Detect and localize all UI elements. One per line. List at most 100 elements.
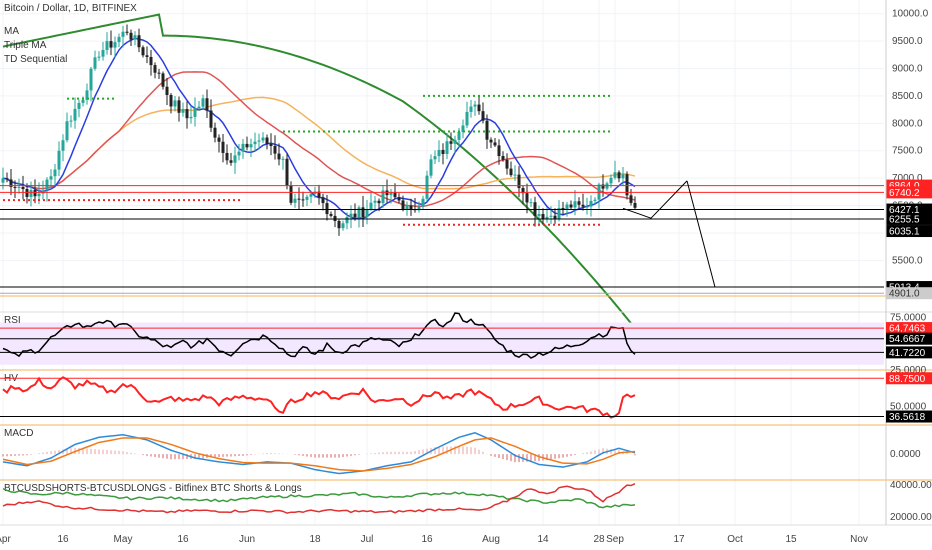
candle-body xyxy=(513,174,517,176)
time-tick: 16 xyxy=(421,534,433,545)
candle-body xyxy=(281,158,285,160)
candle-body xyxy=(241,143,245,152)
price-tag-bg xyxy=(886,212,932,225)
candle-body xyxy=(373,200,377,203)
candle-body xyxy=(181,109,185,113)
candle-body xyxy=(121,31,125,37)
candle-body xyxy=(189,116,193,119)
study-ma: MA xyxy=(4,26,19,37)
candle-body xyxy=(493,142,497,146)
candle-body xyxy=(301,199,305,201)
candle-body xyxy=(405,205,409,210)
macd-signal-line xyxy=(2,437,636,472)
candle-body xyxy=(25,189,29,197)
candle-body xyxy=(213,127,217,138)
candle-body xyxy=(117,36,121,43)
candle-body xyxy=(129,32,133,40)
candle-body xyxy=(65,121,69,141)
candle-body xyxy=(509,168,513,176)
candle-body xyxy=(589,200,593,207)
shorts-line xyxy=(2,488,636,509)
candle-body xyxy=(17,187,21,189)
candle-body xyxy=(421,198,425,207)
candle-body xyxy=(305,196,309,200)
candle-body xyxy=(441,149,445,154)
candle-body xyxy=(197,106,201,109)
candle-body xyxy=(557,207,561,219)
shorts-longs-pane: BTCUSDSHORTS-BTCUSDLONGS - Bitfinex BTC … xyxy=(2,482,636,514)
projection-arrow xyxy=(686,180,716,288)
candle-body xyxy=(133,35,137,40)
candle-body xyxy=(469,106,473,112)
candle-body xyxy=(445,141,449,154)
candle-body xyxy=(57,150,61,170)
candle-body xyxy=(93,57,97,69)
price-tick: 8500.0 xyxy=(892,91,923,102)
candle-body xyxy=(49,176,53,180)
candle-body xyxy=(321,197,325,204)
candle-body xyxy=(229,160,233,163)
candle-body xyxy=(105,41,109,51)
candle-body xyxy=(625,174,629,196)
time-tick: Nov xyxy=(850,534,868,545)
candle-body xyxy=(265,137,269,145)
candle-body xyxy=(429,159,433,176)
candle-body xyxy=(545,216,549,220)
price-tag: 6255.5 xyxy=(889,214,920,225)
candle-body xyxy=(537,214,541,217)
time-tick: 16 xyxy=(57,534,69,545)
rsi-tag-bg xyxy=(886,332,932,345)
candle-body xyxy=(137,35,141,48)
candle-body xyxy=(225,152,229,161)
candle-body xyxy=(209,110,213,128)
candle-body xyxy=(13,186,17,188)
candle-body xyxy=(369,202,373,210)
candle-body xyxy=(401,200,405,210)
price-tag-bg xyxy=(886,225,932,238)
candle-body xyxy=(561,207,565,210)
candle-body xyxy=(297,198,301,200)
candle-body xyxy=(9,179,13,187)
candle-body xyxy=(393,191,397,198)
candle-body xyxy=(81,99,85,103)
candle-body xyxy=(497,145,501,156)
candle-body xyxy=(501,155,505,160)
hv-tag: 36.5618 xyxy=(889,412,926,423)
candle-body xyxy=(21,187,25,190)
candle-body xyxy=(113,42,117,48)
candle-body xyxy=(541,214,545,220)
price-tag: 6035.1 xyxy=(889,227,920,238)
price-tag: 6427.1 xyxy=(889,205,920,216)
price-tick: 5500.0 xyxy=(892,255,923,266)
time-tick: Sep xyxy=(606,534,624,545)
rsi-tag: 54.6667 xyxy=(889,334,926,345)
candle-body xyxy=(177,100,181,113)
price-pane xyxy=(0,0,932,526)
time-tick: Apr xyxy=(0,534,11,545)
candle-body xyxy=(277,153,281,160)
candle-body xyxy=(617,172,621,179)
rsi-tag: 64.7463 xyxy=(889,324,926,335)
candle-body xyxy=(585,206,589,208)
time-tick: Oct xyxy=(727,534,743,545)
candle-body xyxy=(517,174,521,189)
rsi-label: RSI xyxy=(4,315,21,326)
candle-body xyxy=(201,98,205,107)
candle-body xyxy=(577,201,581,205)
candle-body xyxy=(489,139,493,143)
candle-body xyxy=(477,104,481,112)
rsi-line xyxy=(2,312,636,359)
candle-body xyxy=(345,217,349,224)
shorts_longs-axis-tick: 20000.0000 xyxy=(890,512,932,523)
rsi-tag-bg xyxy=(886,322,932,335)
hv-pane: HV xyxy=(0,373,884,419)
price-axis: 10000.0 9500.0 9000.0 8500.0 8000.0 7500.0 700… xyxy=(885,0,932,525)
candle-body xyxy=(261,137,265,141)
candle-body xyxy=(485,120,489,140)
candle-body xyxy=(425,175,429,199)
candle-body xyxy=(5,178,9,180)
candle-body xyxy=(377,200,381,204)
candle-body xyxy=(1,178,5,183)
